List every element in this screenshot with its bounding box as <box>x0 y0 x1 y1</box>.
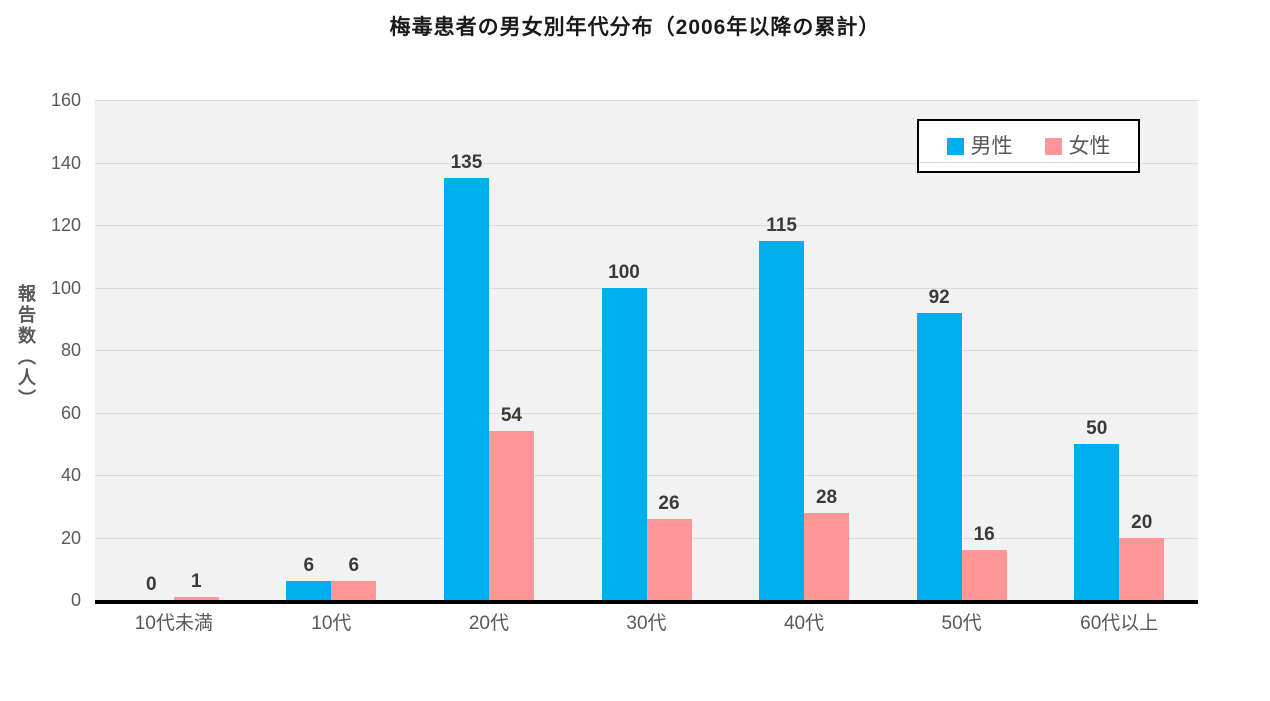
bar-s0-c5 <box>916 312 962 600</box>
y-axis-title: 報告数（人） <box>16 284 36 410</box>
x-category-label: 10代 <box>311 613 352 634</box>
bar-s0-c3 <box>601 287 647 600</box>
y-tick-label: 100 <box>50 277 81 298</box>
legend-swatch <box>946 137 964 155</box>
x-category-label: 60代以上 <box>1080 613 1159 634</box>
bar-s1-c1 <box>331 581 377 600</box>
legend-entries: 男性 女性 <box>919 121 1138 171</box>
data-label: 100 <box>608 261 640 283</box>
data-label: 28 <box>815 486 838 508</box>
plot-area: 0 1 6 6 135 54 100 26 115 28 92 16 50 20 <box>95 100 1198 600</box>
y-tick-label: 40 <box>60 465 81 485</box>
bar-s0-c4 <box>759 240 805 600</box>
x-category-label: 30代 <box>626 613 667 634</box>
x-category-label: 50代 <box>941 613 982 634</box>
x-axis-line <box>95 600 1198 604</box>
legend-label: 男性 <box>970 134 1013 158</box>
bar-s1-c2 <box>488 431 534 600</box>
data-label: 115 <box>766 214 797 236</box>
y-tick-label: 0 <box>70 590 81 610</box>
bar-s1-c4 <box>804 512 850 600</box>
bar-s1-c6 <box>1119 537 1165 600</box>
chart-title: 梅毒患者の男女別年代分布（2006年以降の累計） <box>389 16 881 39</box>
bar-s0-c6 <box>1074 443 1120 600</box>
data-label: 0 <box>145 574 157 595</box>
data-label: 92 <box>928 286 950 308</box>
legend: 男性 女性 <box>917 119 1140 173</box>
gridline <box>95 350 1198 351</box>
legend-label: 女性 <box>1068 134 1111 158</box>
data-label: 16 <box>973 524 995 545</box>
legend-swatch <box>1044 137 1062 155</box>
bar-s1-c5 <box>961 550 1007 600</box>
x-category-label: 10代未満 <box>134 613 213 634</box>
gridline <box>95 287 1198 289</box>
gridline <box>95 162 1198 164</box>
y-tick-label: 140 <box>50 152 81 173</box>
data-label: 6 <box>303 555 315 577</box>
legend-entry: 男性 <box>946 134 1013 158</box>
bar-s0-c1 <box>286 581 332 600</box>
bar-s0-c2 <box>443 178 489 600</box>
data-label: 26 <box>658 492 680 514</box>
y-tick-label: 120 <box>50 215 81 235</box>
gridline <box>95 412 1198 414</box>
x-category-label: 40代 <box>783 613 825 634</box>
y-tick-label: 80 <box>60 340 81 360</box>
gridline <box>95 475 1198 476</box>
bar-s1-c0 <box>173 596 219 600</box>
y-tick-label: 160 <box>50 90 81 110</box>
legend-gridline-overlay <box>919 162 1138 163</box>
gridline <box>95 100 1198 101</box>
legend-entry: 女性 <box>1044 134 1111 158</box>
data-label: 20 <box>1131 511 1153 533</box>
data-label: 1 <box>190 570 202 592</box>
x-category-label: 20代 <box>468 613 509 634</box>
gridline <box>95 225 1198 226</box>
y-tick-label: 60 <box>60 402 81 423</box>
data-label: 6 <box>348 555 360 577</box>
data-label: 54 <box>500 405 522 427</box>
y-tick-label: 20 <box>60 527 81 548</box>
bar-s1-c3 <box>646 518 692 600</box>
data-label: 50 <box>1086 417 1108 439</box>
data-label: 135 <box>450 152 483 174</box>
